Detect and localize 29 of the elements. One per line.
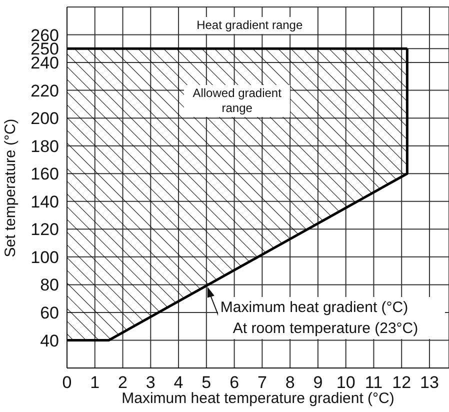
text-box: Maximum heat gradient (°C) At room temperature (23°C) (218, 296, 446, 339)
y-axis-title: Set temperature (°C) (2, 118, 20, 257)
y-tick-label: 160 (30, 164, 59, 184)
x-tick-label: 3 (146, 373, 156, 392)
x-tick-label: 0 (62, 373, 72, 392)
x-tick-label: 13 (420, 373, 439, 392)
x-tick-label: 6 (230, 373, 240, 392)
y-tick-label: 120 (30, 220, 59, 240)
y-tick-label: 60 (40, 303, 59, 322)
x-tick-label: 2 (118, 373, 128, 392)
x-tick-label: 4 (174, 373, 184, 392)
y-tick-label: 200 (30, 109, 59, 128)
y-tick-label: 240 (30, 54, 59, 73)
text-box: Allowed gradient range (184, 84, 290, 117)
x-tick-label: 9 (313, 373, 323, 392)
x-tick-label: 7 (257, 373, 267, 392)
y-tick-label: 40 (40, 331, 59, 350)
y-tick-label: 80 (40, 276, 59, 295)
y-tick-label: 100 (30, 248, 59, 267)
x-tick-label: 1 (90, 373, 100, 392)
y-tick-label: 220 (30, 81, 59, 100)
x-tick-label: 5 (202, 373, 212, 392)
x-tick-label: 12 (392, 373, 412, 392)
x-tick-label: 10 (336, 373, 356, 392)
y-tick-label: 140 (30, 192, 59, 212)
x-tick-label: 8 (285, 373, 295, 392)
x-tick-label: 11 (364, 373, 383, 392)
x-axis-title: Maximum heat temperature gradient (°C) (122, 390, 394, 407)
y-tick-label: 180 (30, 136, 59, 156)
